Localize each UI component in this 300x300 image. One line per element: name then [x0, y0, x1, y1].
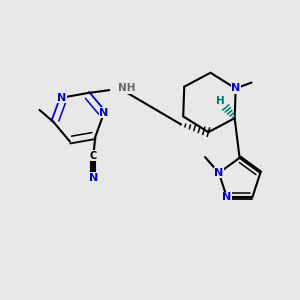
Text: H: H	[216, 96, 225, 106]
Text: N: N	[231, 83, 240, 94]
Text: NH: NH	[118, 83, 136, 93]
Text: N: N	[214, 168, 224, 178]
Text: N: N	[222, 192, 231, 202]
Text: N: N	[58, 93, 67, 103]
Text: N: N	[99, 108, 109, 118]
Text: N: N	[88, 173, 98, 183]
Text: C: C	[90, 151, 97, 161]
